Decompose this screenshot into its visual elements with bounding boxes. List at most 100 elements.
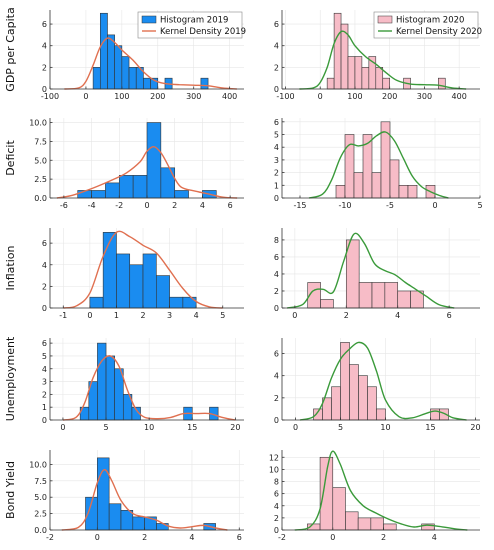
y-tick-label: 5.0	[34, 493, 47, 502]
histogram-bar	[376, 408, 386, 421]
panel-3-1: -1 0 1 2 3 4 5 0 2 4 6 Inflation	[4, 228, 244, 320]
x-tick-label: 1	[114, 311, 119, 320]
legend-label-kde: Kernel Density 2020	[396, 27, 482, 37]
y-tick-label: 1	[42, 403, 47, 412]
y-tick-label: 8	[274, 478, 279, 487]
histogram-bar	[128, 67, 137, 90]
histogram-bar	[200, 77, 209, 90]
y-axis-label: Inflation	[4, 246, 17, 291]
histogram-bar	[333, 12, 342, 90]
x-tick-label: 20	[230, 423, 240, 432]
x-tick-label: 4	[194, 311, 199, 320]
panel-2-1: -6 -4 -2 0 2 4 6 0.0 2.5 5.0 7.5 10.0 Deficit	[4, 118, 244, 210]
y-tick-label: 5.0	[34, 156, 47, 165]
y-tick-label: 2	[42, 282, 47, 291]
legend-label-histogram: Histogram 2020	[396, 16, 464, 26]
histogram-bar	[384, 282, 399, 309]
y-tick-label: 6	[42, 20, 47, 29]
x-tick-label: 4	[200, 201, 205, 210]
histogram-bar	[114, 368, 124, 421]
histogram-bar	[132, 516, 145, 531]
y-tick-label: 2	[274, 514, 279, 523]
kde-curve	[294, 450, 468, 531]
y-tick-label: 2	[274, 63, 279, 72]
histogram-bar	[156, 275, 170, 309]
y-tick-label: 0	[274, 526, 279, 535]
y-axis-label: GDP per Capita	[4, 7, 17, 91]
x-tick-label: -100	[276, 92, 294, 101]
histogram-bar	[129, 264, 144, 309]
x-tick-label: 15	[187, 423, 197, 432]
y-tick-label: 2.5	[34, 175, 47, 184]
y-tick-label: 2.5	[34, 510, 47, 519]
y-tick-label: 6	[274, 350, 279, 359]
panel-4-2: 0 5 10 15 20 0 2 4 6	[274, 338, 481, 432]
histogram-bar	[182, 296, 197, 309]
x-tick-label: 2	[344, 311, 349, 320]
histogram-bar	[118, 175, 134, 199]
x-tick-label: 2	[140, 311, 145, 320]
histogram-bar	[142, 253, 157, 309]
x-tick-label: -10	[338, 201, 351, 210]
y-tick-label: 0	[274, 416, 279, 425]
kde-curve	[61, 469, 228, 531]
histogram-bar	[358, 375, 368, 421]
histogram-bar	[371, 172, 382, 199]
y-tick-label: 2	[274, 169, 279, 178]
y-axis-label: Deficit	[4, 140, 17, 176]
histogram-bar	[320, 299, 334, 309]
histogram-bar	[354, 56, 363, 90]
x-tick-label: 400	[222, 92, 237, 101]
histogram-bar	[382, 77, 390, 90]
panel-2-2: -15 -10 -5 0 5 0 1 2 3 4 5 6	[274, 118, 483, 210]
histogram-bar	[91, 190, 106, 199]
histogram-bar	[114, 45, 123, 90]
y-tick-label: 4	[274, 372, 279, 381]
x-tick-label: 0	[292, 311, 297, 320]
x-tick-label: 100	[114, 92, 129, 101]
y-tick-label: 7.5	[34, 137, 47, 146]
histogram-bar	[398, 185, 409, 199]
histogram-bar	[353, 172, 364, 199]
y-tick-label: 4	[274, 42, 279, 51]
y-tick-label: 8	[274, 236, 279, 245]
x-tick-label: 0	[95, 533, 100, 542]
y-tick-label: 0	[42, 85, 47, 94]
histogram-bar	[143, 77, 151, 90]
histogram-bar	[107, 34, 115, 90]
histogram-bar	[169, 296, 184, 309]
y-tick-label: 7.5	[34, 477, 47, 486]
histogram-bar	[371, 282, 386, 309]
x-tick-label: 6	[447, 311, 452, 320]
histogram-bar	[357, 517, 372, 531]
x-tick-label: 15	[425, 423, 435, 432]
x-tick-label: 0	[293, 423, 298, 432]
y-tick-label: 12	[269, 453, 279, 462]
x-tick-label: 0	[144, 201, 149, 210]
y-tick-label: 0.0	[34, 194, 47, 203]
histogram-bar	[331, 386, 341, 421]
histogram-bar	[345, 239, 360, 309]
y-tick-label: 2	[274, 287, 279, 296]
histogram-bar	[97, 342, 107, 421]
x-tick-label: 5	[477, 201, 482, 210]
kde-curve	[299, 341, 467, 421]
x-tick-label: 2	[142, 533, 147, 542]
histogram-bar	[99, 12, 108, 90]
x-tick-label: 0	[330, 533, 335, 542]
x-tick-label: 100	[347, 92, 362, 101]
legend-label-kde: Kernel Density 2019	[160, 27, 246, 37]
x-tick-label: 200	[382, 92, 397, 101]
x-tick-label: 0	[432, 201, 437, 210]
histogram-bar	[105, 355, 115, 421]
histogram-bar	[156, 523, 169, 531]
histogram-bar	[160, 167, 176, 199]
y-axis-label: Unemployment	[4, 336, 17, 421]
histogram-bar	[102, 232, 117, 309]
y-tick-label: 0	[42, 304, 47, 313]
x-tick-label: 5	[103, 423, 108, 432]
panel-3-2: 0 2 4 6 0 2 4 6 8	[274, 228, 480, 320]
